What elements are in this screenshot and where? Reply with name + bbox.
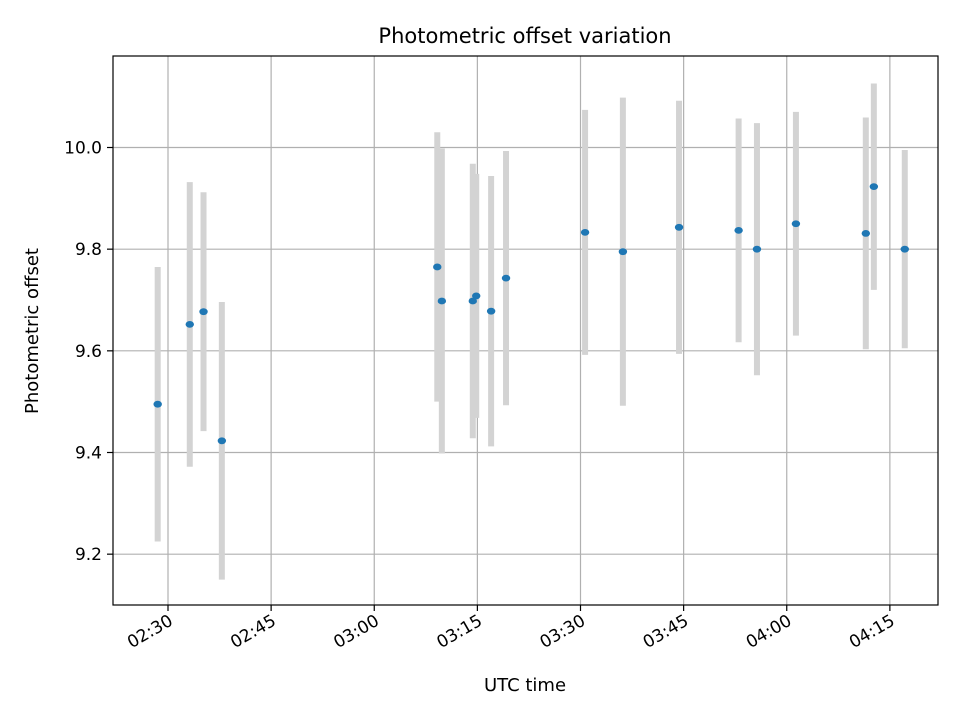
grid <box>113 56 938 605</box>
chart-title: Photometric offset variation <box>378 24 671 48</box>
x-axis-label: UTC time <box>484 675 566 696</box>
data-point <box>472 292 481 300</box>
x-tick-label: 04:15 <box>846 611 898 653</box>
data-point <box>580 228 590 236</box>
data-point <box>468 297 477 305</box>
data-point <box>869 183 879 191</box>
y-axis-label: Photometric offset <box>22 248 43 414</box>
data-point <box>486 307 496 315</box>
data-points <box>153 183 909 445</box>
data-point <box>153 400 162 408</box>
data-point <box>433 263 442 271</box>
x-tick-label: 02:45 <box>227 611 279 653</box>
data-point <box>185 321 194 328</box>
error-bars <box>154 83 908 580</box>
data-point <box>217 437 227 445</box>
y-tick-label: 10.0 <box>64 139 102 159</box>
x-tick-label: 03:00 <box>330 611 382 653</box>
x-tick-label: 03:15 <box>433 611 485 653</box>
data-point <box>437 297 447 305</box>
data-point <box>900 245 909 253</box>
data-point <box>199 308 208 316</box>
x-tick-label: 03:45 <box>640 611 692 653</box>
plot-frame <box>112 55 939 606</box>
y-tick-label: 9.6 <box>75 342 102 362</box>
y-tick-label: 9.8 <box>75 240 102 260</box>
data-point <box>674 223 684 231</box>
y-tick-label: 9.4 <box>75 444 102 464</box>
data-point <box>734 226 743 234</box>
data-point <box>861 230 871 237</box>
data-point <box>791 220 801 228</box>
data-point <box>501 274 511 282</box>
x-tick-label: 02:30 <box>124 611 176 653</box>
data-point <box>618 248 628 256</box>
y-tick-label: 9.2 <box>75 545 102 565</box>
data-point <box>752 245 762 253</box>
x-tick-label: 03:30 <box>537 611 589 653</box>
x-tick-label: 04:00 <box>743 611 795 653</box>
